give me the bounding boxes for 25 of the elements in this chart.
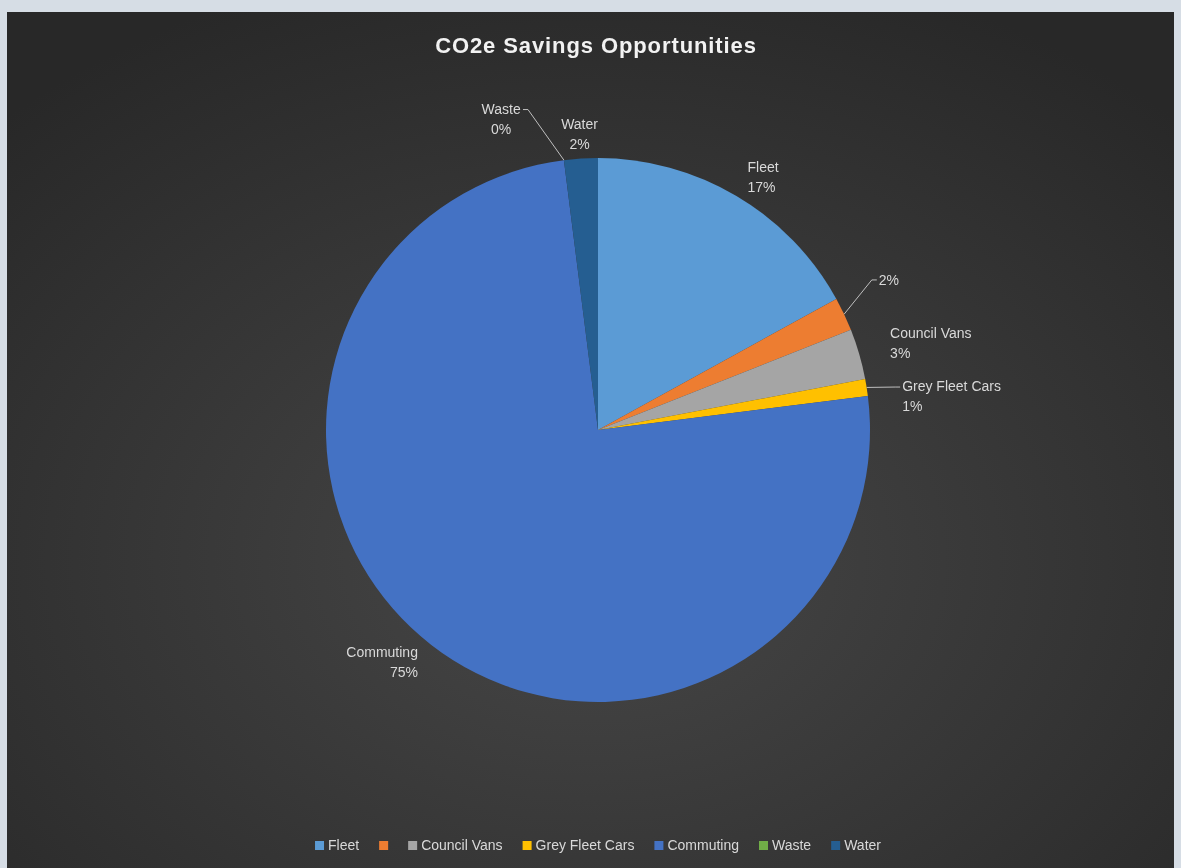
data-label: 75% <box>389 664 418 681</box>
legend-label: Water <box>844 837 882 853</box>
slice-label: Grey Fleet Cars <box>902 378 1001 395</box>
slice-label: Council Vans <box>890 325 972 342</box>
data-label: 17% <box>747 179 776 196</box>
slice-label: Fleet <box>747 159 779 176</box>
pie-slice <box>598 158 837 430</box>
data-label: 2% <box>878 271 900 288</box>
legend-label: Commuting <box>667 837 739 853</box>
pie-slice <box>598 379 868 430</box>
data-label: 1% <box>902 398 923 415</box>
chart-title: CO2e Savings Opportunities <box>435 33 757 58</box>
pie-slice <box>598 329 866 430</box>
category-label: Waste <box>481 100 521 117</box>
slice-label: Water <box>561 115 599 132</box>
legend-label: Grey Fleet Cars <box>535 837 635 853</box>
data-label: 3% <box>890 345 911 362</box>
pie-slice <box>598 298 851 430</box>
data-label: 2% <box>569 135 590 152</box>
text: 0% <box>491 120 512 137</box>
slice-label: Commuting <box>346 644 418 661</box>
pie-slice <box>326 160 870 702</box>
legend-label: Council Vans <box>421 837 503 853</box>
legend-label: Fleet <box>328 837 360 853</box>
legend-label: Waste <box>772 837 812 853</box>
